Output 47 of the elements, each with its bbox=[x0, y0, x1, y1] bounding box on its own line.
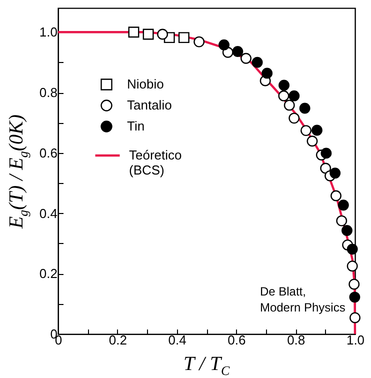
point bbox=[288, 90, 300, 102]
x-tick-label: 0.8 bbox=[287, 332, 306, 348]
point bbox=[336, 215, 348, 226]
point bbox=[194, 36, 205, 48]
point bbox=[346, 244, 358, 255]
point bbox=[342, 225, 352, 236]
legend-label: Teóretico (BCS) bbox=[129, 148, 182, 178]
point bbox=[300, 125, 312, 136]
point bbox=[306, 136, 318, 147]
point bbox=[218, 39, 230, 50]
y-tick-label: 0.8 bbox=[39, 85, 58, 100]
point bbox=[142, 28, 154, 40]
x-tick-label: 0.6 bbox=[228, 332, 246, 348]
y-tick-label: 0.6 bbox=[39, 145, 58, 160]
point bbox=[284, 100, 295, 111]
point bbox=[349, 292, 360, 303]
point bbox=[262, 68, 273, 79]
point bbox=[320, 148, 332, 159]
point bbox=[288, 112, 300, 124]
legend-label: Niobio bbox=[127, 76, 164, 92]
point bbox=[350, 312, 360, 324]
annotation: De Blatt, Modern Physics bbox=[260, 284, 346, 315]
x-tick-label: 1.0 bbox=[346, 332, 365, 348]
point bbox=[178, 32, 190, 44]
point bbox=[330, 168, 341, 179]
x-tick-label: 0.2 bbox=[108, 332, 127, 348]
point bbox=[348, 278, 360, 290]
point bbox=[338, 200, 349, 211]
legend-label: Tantalio bbox=[127, 98, 172, 112]
point bbox=[232, 46, 244, 57]
point bbox=[346, 260, 358, 272]
point bbox=[320, 162, 332, 174]
point bbox=[278, 80, 290, 91]
x-tick-label: 0.4 bbox=[168, 332, 186, 348]
y-tick-label: 0.4 bbox=[39, 206, 58, 221]
point bbox=[278, 90, 290, 102]
point bbox=[240, 52, 252, 64]
y-tick-label: 1.0 bbox=[39, 24, 58, 40]
point bbox=[312, 124, 322, 136]
x-axis-title: T / T$_{C}$ bbox=[184, 353, 230, 378]
point bbox=[128, 26, 140, 38]
legend-label: Tin bbox=[127, 118, 145, 134]
point bbox=[330, 190, 342, 202]
point bbox=[157, 28, 168, 40]
point bbox=[299, 102, 310, 114]
y-tick-label: 0.2 bbox=[39, 266, 58, 282]
point bbox=[252, 56, 263, 68]
